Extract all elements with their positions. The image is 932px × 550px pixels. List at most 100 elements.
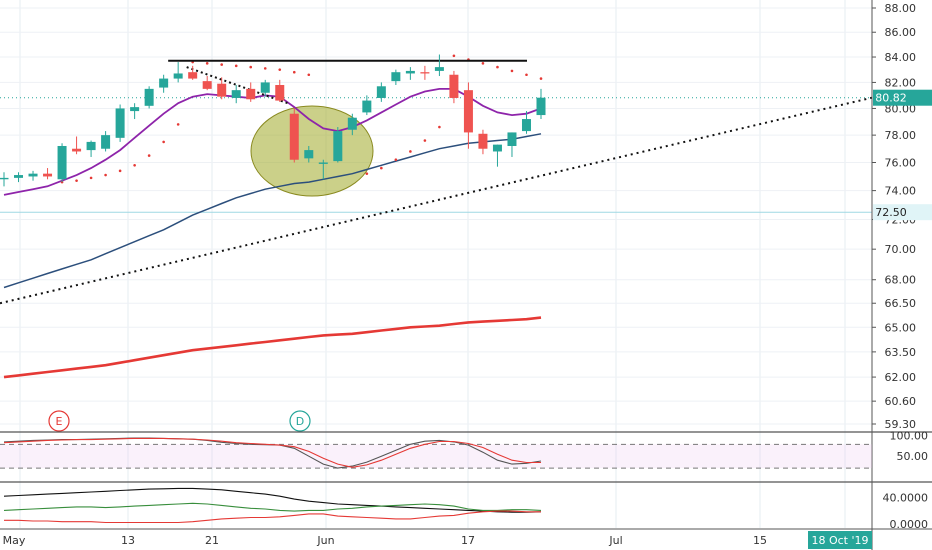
candle-body bbox=[173, 73, 183, 79]
sar-dot bbox=[380, 166, 383, 170]
sar-dot bbox=[249, 65, 253, 69]
osc1-d-line bbox=[3, 437, 541, 468]
ma-line-1 bbox=[3, 133, 542, 289]
price-tick-label: 82.00 bbox=[885, 76, 917, 89]
sar-dot bbox=[220, 63, 224, 66]
candle-body bbox=[347, 117, 357, 130]
date-badge-label: 18 Oct '19 bbox=[811, 534, 868, 547]
sar-dot bbox=[176, 123, 180, 126]
price-tick-label: 60.60 bbox=[885, 395, 917, 408]
candle-body bbox=[188, 72, 198, 79]
level-badge-label: 72.50 bbox=[875, 206, 907, 219]
candle-body bbox=[28, 173, 38, 177]
candle-body bbox=[86, 141, 96, 151]
sar-dot bbox=[394, 158, 398, 162]
candle-body bbox=[405, 70, 415, 74]
x-tick-label: May bbox=[3, 534, 26, 547]
price-tick-label: 62.00 bbox=[885, 371, 917, 384]
sar-dot bbox=[539, 77, 543, 80]
candle-body bbox=[246, 88, 256, 100]
sar-dot bbox=[147, 154, 151, 157]
candle-body bbox=[536, 97, 546, 116]
candle-body bbox=[362, 100, 372, 113]
osc2-diminus-line bbox=[4, 510, 541, 524]
candle-body bbox=[478, 133, 488, 149]
osc2-tick: 40.0000 bbox=[883, 492, 929, 505]
event-marker-d bbox=[289, 410, 311, 432]
x-tick-label: 13 bbox=[121, 534, 135, 547]
candle-body bbox=[14, 175, 24, 178]
candle-body bbox=[115, 108, 125, 138]
date-badge bbox=[808, 531, 872, 549]
sar-dot bbox=[452, 54, 456, 58]
up-trend-line bbox=[0, 96, 873, 305]
sar-dot bbox=[423, 139, 427, 142]
sar-dot bbox=[133, 163, 136, 167]
candle-body bbox=[43, 173, 53, 177]
event-marker-label: E bbox=[56, 415, 63, 428]
price-tick-label: 68.00 bbox=[885, 274, 917, 287]
candle-body bbox=[289, 113, 299, 160]
sar-dot bbox=[118, 169, 122, 173]
sar-dot bbox=[365, 172, 369, 175]
sar-dot bbox=[234, 64, 238, 68]
sar-dot bbox=[438, 125, 441, 129]
candle-body bbox=[420, 72, 430, 74]
price-tick-label: 66.50 bbox=[885, 297, 917, 310]
sar-dot bbox=[205, 62, 209, 65]
sar-dot bbox=[292, 70, 296, 74]
candle-body bbox=[231, 90, 241, 98]
price-tick-label: 70.00 bbox=[885, 243, 917, 256]
candle-body bbox=[57, 145, 67, 180]
candle-body bbox=[0, 177, 9, 180]
candle-body bbox=[101, 135, 111, 149]
candle-body bbox=[72, 148, 82, 152]
candle-body bbox=[318, 162, 328, 164]
candle-body bbox=[507, 132, 517, 146]
x-tick-label: Jul bbox=[608, 534, 622, 547]
candle-body bbox=[275, 84, 285, 101]
price-tick-label: 59.30 bbox=[885, 418, 917, 431]
candle-body bbox=[159, 78, 169, 88]
candle-body bbox=[449, 74, 459, 98]
sar-dot bbox=[263, 67, 267, 70]
candle-body bbox=[217, 83, 227, 97]
price-tick-label: 78.00 bbox=[885, 129, 917, 142]
level-badge bbox=[873, 204, 932, 221]
sar-dot bbox=[496, 65, 499, 69]
sar-dot bbox=[525, 73, 528, 77]
candle-body bbox=[304, 150, 314, 159]
candle-body bbox=[391, 72, 401, 82]
x-tick-label: 17 bbox=[461, 534, 475, 547]
candle-body bbox=[521, 119, 531, 132]
osc1-tick: 100.00 bbox=[890, 429, 929, 442]
sar-dot bbox=[89, 176, 93, 180]
candle-body bbox=[130, 107, 140, 112]
event-marker-label: D bbox=[296, 415, 304, 428]
x-tick-label: 21 bbox=[205, 534, 219, 547]
candle-body bbox=[333, 131, 343, 162]
price-tick-label: 65.00 bbox=[885, 321, 917, 334]
price-tick-label: 88.00 bbox=[885, 2, 917, 15]
sar-dot bbox=[162, 140, 165, 144]
sar-dot bbox=[481, 62, 485, 65]
sar-dot bbox=[510, 69, 514, 73]
sar-dot bbox=[307, 73, 311, 77]
price-tick-label: 86.00 bbox=[885, 26, 917, 39]
candle-body bbox=[144, 88, 154, 106]
candle-body bbox=[260, 82, 270, 93]
sar-dot bbox=[75, 179, 78, 182]
candle-body bbox=[463, 90, 473, 133]
ma-line-2 bbox=[3, 316, 542, 379]
price-tick-label: 84.00 bbox=[885, 51, 917, 64]
candle-body bbox=[202, 81, 212, 89]
sar-dot bbox=[104, 173, 107, 177]
osc1-band bbox=[0, 444, 872, 469]
candle-body bbox=[492, 144, 502, 152]
x-tick-label: Jun bbox=[316, 534, 334, 547]
event-marker-e bbox=[48, 410, 70, 432]
last-price-badge bbox=[873, 89, 932, 106]
candle-body bbox=[376, 86, 386, 98]
